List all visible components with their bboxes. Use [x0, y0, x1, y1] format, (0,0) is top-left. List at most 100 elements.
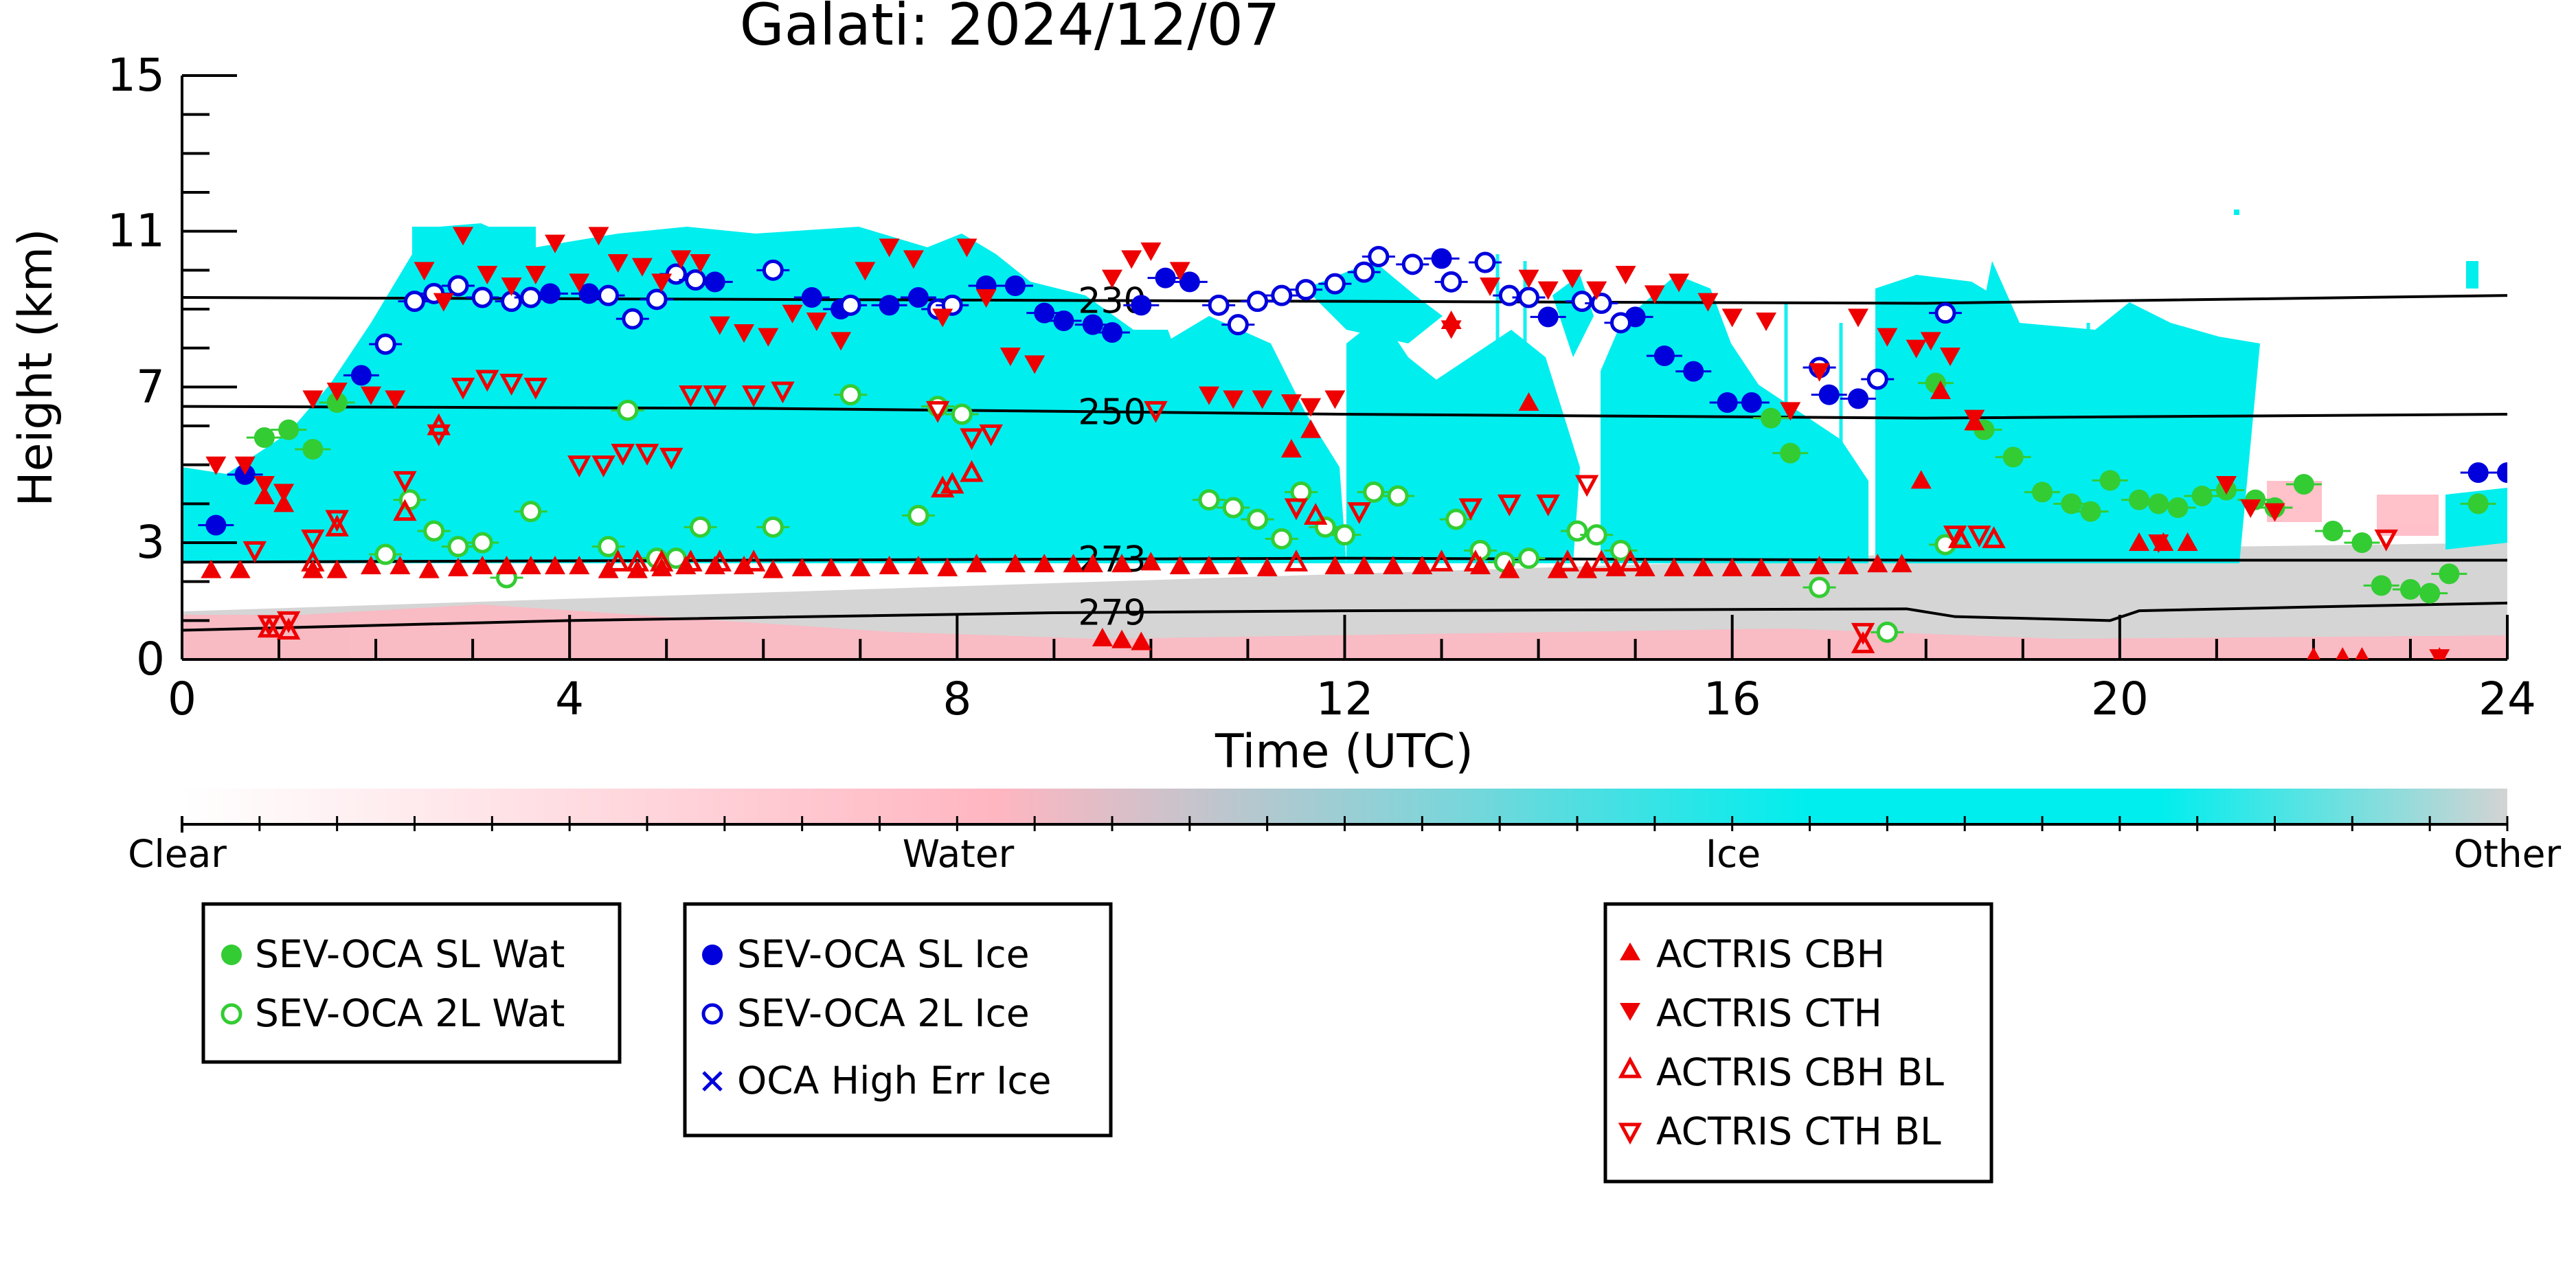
data-point	[205, 456, 227, 475]
data-point	[423, 520, 445, 542]
data-point	[2439, 563, 2460, 585]
data-point	[1082, 554, 1103, 573]
data-point	[2080, 501, 2101, 522]
data-point	[389, 556, 411, 574]
y-tick-label: 3	[136, 516, 165, 569]
data-point	[1615, 266, 1636, 284]
legend-marker-sl-wat	[221, 945, 242, 965]
data-point	[1169, 262, 1190, 281]
legend-label-2l-ice: SEV-OCA 2L Ice	[737, 991, 1030, 1035]
data-point	[2399, 579, 2421, 600]
x-tick-label: 8	[942, 673, 971, 725]
legend-marker-2l-ice	[701, 1003, 723, 1025]
data-point	[956, 238, 978, 258]
data-point	[2129, 489, 2150, 510]
data-point	[1256, 557, 1278, 576]
data-point	[622, 308, 644, 330]
data-point	[433, 293, 454, 312]
data-point	[1683, 361, 1704, 382]
data-point	[951, 403, 973, 425]
data-point	[393, 471, 417, 493]
data-point	[1228, 556, 1249, 574]
data-point	[1004, 554, 1026, 573]
data-point	[1851, 622, 1875, 645]
data-point	[1140, 552, 1162, 571]
data-point	[925, 400, 950, 423]
data-point	[350, 365, 372, 386]
data-point	[1566, 520, 1588, 542]
data-point	[1131, 631, 1152, 651]
data-point	[326, 559, 348, 578]
data-point	[1140, 242, 1162, 261]
data-series	[198, 227, 2507, 659]
data-point	[1247, 508, 1269, 530]
data-point	[734, 324, 755, 343]
data-point	[404, 291, 425, 313]
data-point	[1440, 320, 1462, 339]
legend-water: SEV-OCA SL Wat SEV-OCA 2L Wat	[201, 902, 622, 1064]
data-point	[960, 428, 984, 451]
data-point	[361, 386, 382, 405]
legend-marker-cbh-bl	[1618, 1056, 1642, 1078]
data-point	[679, 550, 703, 572]
data-point	[679, 385, 703, 407]
data-point	[839, 384, 861, 406]
data-point	[1004, 275, 1026, 296]
data-point	[1363, 481, 1385, 503]
data-point	[1537, 281, 1559, 300]
data-point	[1571, 291, 1593, 313]
x-tick-label: 16	[1704, 673, 1761, 725]
data-point	[1848, 308, 1869, 328]
data-point	[611, 444, 635, 466]
data-point	[1111, 554, 1133, 573]
data-point	[1024, 355, 1046, 374]
data-point	[2061, 493, 2082, 515]
data-point	[2467, 462, 2489, 483]
legend-actris: ACTRIS CBH ACTRIS CTH ACTRIS CBH BL ACTR…	[1603, 902, 1993, 1184]
isotherm-279	[181, 601, 2508, 632]
data-point	[1517, 286, 1539, 308]
isotherm-label: 250	[1078, 392, 1146, 433]
data-point	[1199, 556, 1220, 574]
data-point	[1809, 363, 1830, 382]
legend-label-high-err: OCA High Err Ice	[737, 1059, 1051, 1103]
isotherm-250	[181, 405, 2508, 420]
data-point	[801, 287, 822, 308]
data-point	[569, 273, 590, 293]
data-point	[278, 419, 300, 440]
data-point	[1818, 384, 1840, 405]
data-point	[2497, 462, 2507, 483]
data-point	[1517, 547, 1539, 569]
data-point	[1518, 269, 1539, 289]
data-point	[1518, 392, 1539, 411]
data-point	[496, 556, 517, 574]
colorbar-label-ice: Ice	[1706, 832, 1761, 876]
data-point	[453, 227, 474, 246]
data-point	[1034, 302, 1055, 324]
data-point	[1102, 269, 1122, 289]
data-point	[979, 424, 1003, 447]
data-point	[1653, 346, 1675, 366]
isotherm-label: 279	[1078, 592, 1146, 633]
data-point	[1920, 332, 1941, 351]
y-tick-label: 0	[136, 633, 165, 686]
data-point	[302, 390, 324, 409]
data-point	[625, 550, 650, 572]
data-point	[2191, 486, 2213, 506]
chart-title: Galati: 2024/12/07	[740, 0, 1280, 58]
data-point	[499, 374, 523, 396]
data-point	[1693, 557, 1714, 576]
data-point	[273, 484, 295, 503]
colorbar-label-other: Other	[2454, 832, 2562, 876]
series-actris-cth-bl	[242, 370, 2398, 645]
data-point	[704, 271, 725, 293]
data-point	[1431, 248, 1452, 269]
data-point	[567, 455, 591, 477]
colorbar: Clear Water Ice Other	[128, 789, 2561, 876]
colorbar-label-water: Water	[903, 832, 1015, 876]
data-point	[1334, 524, 1355, 546]
data-point	[879, 295, 900, 316]
data-point	[545, 556, 566, 574]
x-tick-label: 0	[168, 673, 196, 725]
